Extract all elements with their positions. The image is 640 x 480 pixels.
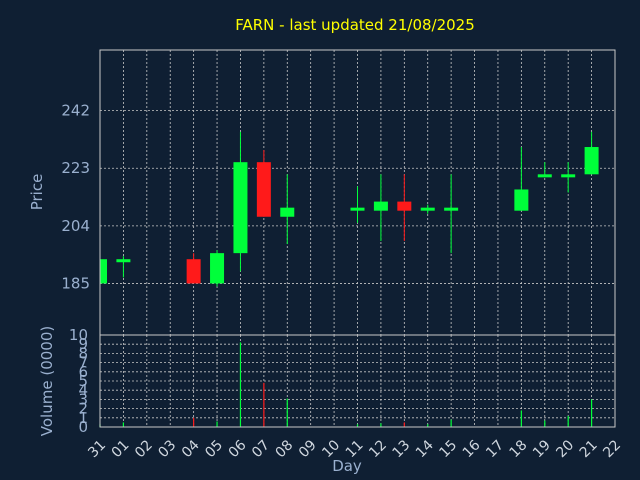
- candle-body: [233, 162, 248, 254]
- price-tick-label: 185: [61, 274, 90, 292]
- candle-body: [561, 174, 576, 178]
- day-tick-label: 02: [132, 437, 156, 461]
- candle-body: [537, 174, 552, 178]
- price-axis-label: Price: [28, 174, 46, 211]
- day-tick-label: 22: [600, 437, 624, 461]
- day-tick-label: 14: [413, 437, 437, 461]
- day-tick-label: 17: [483, 437, 507, 461]
- volume-tick-label: 9: [78, 335, 88, 353]
- day-tick-label: 20: [553, 437, 577, 461]
- candle-body: [420, 207, 435, 211]
- day-tick-label: 04: [179, 437, 203, 461]
- day-tick-label: 21: [577, 437, 601, 461]
- day-tick-label: 31: [85, 437, 109, 461]
- chart-title: FARN - last updated 21/08/2025: [235, 16, 475, 34]
- candle-body: [280, 207, 295, 217]
- volume-tick-label: 7: [78, 354, 88, 372]
- volume-panel-frame: [99, 334, 616, 428]
- volume-grid: [100, 335, 615, 427]
- price-tick-label: 242: [61, 102, 90, 120]
- volume-tick-label: 2: [78, 400, 88, 418]
- price-candles: [99, 131, 599, 287]
- day-tick-label: 12: [366, 437, 390, 461]
- volume-tick-label: 1: [78, 409, 88, 427]
- day-tick-label: 07: [249, 437, 273, 461]
- price-tick-label: 204: [61, 217, 90, 235]
- candle-body: [444, 207, 459, 211]
- volume-tick-label: 4: [78, 381, 88, 399]
- volume-tick-label: 0: [78, 418, 88, 436]
- volume-tick-label: 8: [78, 344, 88, 362]
- volume-tick-label: 6: [78, 363, 88, 381]
- volume-axis-label: Volume (0000): [38, 326, 56, 436]
- day-axis-label: Day: [332, 457, 362, 475]
- candle-body: [116, 259, 131, 263]
- candle-body: [100, 259, 107, 284]
- volume-bars: [99, 342, 593, 427]
- candle-body: [256, 162, 271, 217]
- candle-body: [350, 207, 365, 211]
- candle-body: [373, 201, 388, 211]
- price-tick-label: 223: [61, 159, 90, 177]
- day-tick-label: 13: [390, 437, 414, 461]
- day-tick-label: 16: [460, 437, 484, 461]
- day-tick-label: 19: [530, 437, 554, 461]
- day-tick-label: 05: [202, 437, 226, 461]
- day-tick-label: 18: [507, 437, 531, 461]
- day-tick-label: 15: [436, 437, 460, 461]
- day-tick-label: 01: [109, 437, 133, 461]
- volume-tick-label: 5: [78, 372, 88, 390]
- candle-body: [397, 201, 412, 211]
- candle-body: [186, 259, 201, 284]
- day-tick-label: 08: [272, 437, 296, 461]
- candle-body: [210, 253, 225, 284]
- day-tick-label: 06: [226, 437, 250, 461]
- day-tick-label: 09: [296, 437, 320, 461]
- candle-body: [514, 189, 529, 211]
- candle-body: [584, 147, 599, 175]
- day-tick-label: 03: [155, 437, 179, 461]
- price-grid: [100, 50, 615, 335]
- volume-tick-label: 3: [78, 390, 88, 408]
- volume-tick-label: 10: [69, 326, 88, 344]
